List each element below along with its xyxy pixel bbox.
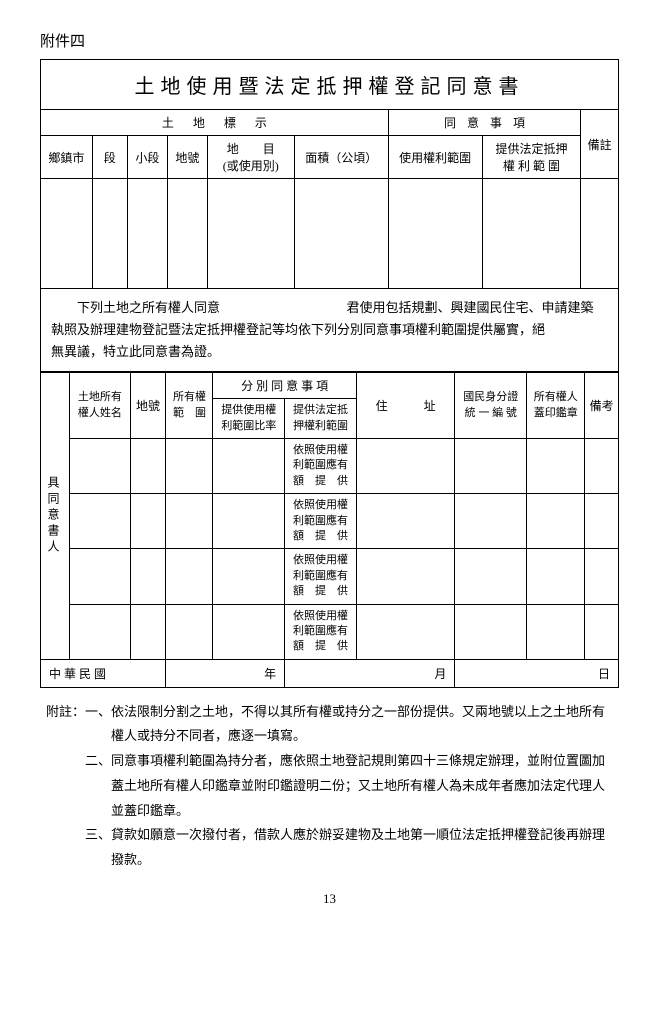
table-row	[41, 179, 619, 289]
col-area: 面積（公頃）	[294, 136, 388, 179]
notes-section: 附註： 一、 依法限制分割之土地，不得以其所有權或持分之一部份提供。又兩地號以上…	[40, 700, 619, 873]
note-num: 一、	[85, 700, 111, 749]
col-addr: 住 址	[356, 373, 455, 439]
col-remark2: 備考	[585, 373, 619, 439]
table-row: 依照使用權利範圍應有額 提 供	[41, 494, 619, 549]
attachment-label: 附件四	[40, 30, 619, 51]
group-sep-consent: 分 別 同 意 事 項	[213, 373, 356, 399]
col-mortgage: 提供法定抵押 權 利 範 圍	[482, 136, 581, 179]
group-consent: 同 意 事 項	[388, 110, 581, 136]
note-num: 二、	[85, 749, 111, 823]
table-row: 依照使用權利範圍應有額 提 供	[41, 549, 619, 604]
col-owner: 土地所有權人姓名	[70, 373, 130, 439]
notes-prefix: 附註：	[46, 700, 85, 749]
date-row: 中 華 民 國 年 月 日	[41, 659, 619, 687]
table-row: 依照使用權利範圍應有額 提 供	[41, 439, 619, 494]
col-landno2: 地號	[130, 373, 166, 439]
note-text: 貸款如願意一次撥付者，借款人應於辦妥建物及土地第一順位法定抵押權登記後再辦理撥款…	[111, 823, 613, 872]
col-remark: 備註	[581, 110, 619, 179]
group-land: 土 地 標 示	[41, 110, 389, 136]
note-text: 同意事項權利範圍為持分者，應依照土地登記規則第四十三條規定辦理，並附位置圖加蓋土…	[111, 749, 613, 823]
signatory-table: 具同意書人 土地所有權人姓名 地號 所有權範 圍 分 別 同 意 事 項 住 址…	[40, 372, 619, 687]
page-number: 13	[40, 891, 619, 907]
col-subsection: 小段	[127, 136, 167, 179]
note-text: 依法限制分割之土地，不得以其所有權或持分之一部份提供。又兩地號以上之土地所有權人…	[111, 700, 613, 749]
col-town: 鄉鎮市	[41, 136, 93, 179]
note-num: 三、	[85, 823, 111, 872]
col-id: 國民身分證統 一 編 號	[455, 373, 527, 439]
land-table: 土 地 標 示 同 意 事 項 備註 鄉鎮市 段 小段 地號 地 目 (或使用別…	[40, 109, 619, 289]
col-mort: 提供法定抵押權利範圍	[285, 399, 357, 439]
table-row: 依照使用權利範圍應有額 提 供	[41, 604, 619, 659]
side-label: 具同意書人	[41, 373, 70, 659]
col-usescope: 使用權利範圍	[388, 136, 482, 179]
form-title: 土地使用暨法定抵押權登記同意書	[40, 59, 619, 109]
col-section: 段	[92, 136, 127, 179]
col-ratio: 提供使用權利範圍比率	[213, 399, 285, 439]
col-category: 地 目 (或使用別)	[207, 136, 294, 179]
col-seal: 所有權人蓋印鑑章	[527, 373, 585, 439]
col-scope: 所有權範 圍	[166, 373, 213, 439]
col-landno: 地號	[167, 136, 207, 179]
consent-paragraph: 下列土地之所有權人同意 君使用包括規劃、興建國民住宅、申請建築 執照及辦理建物登…	[40, 289, 619, 372]
